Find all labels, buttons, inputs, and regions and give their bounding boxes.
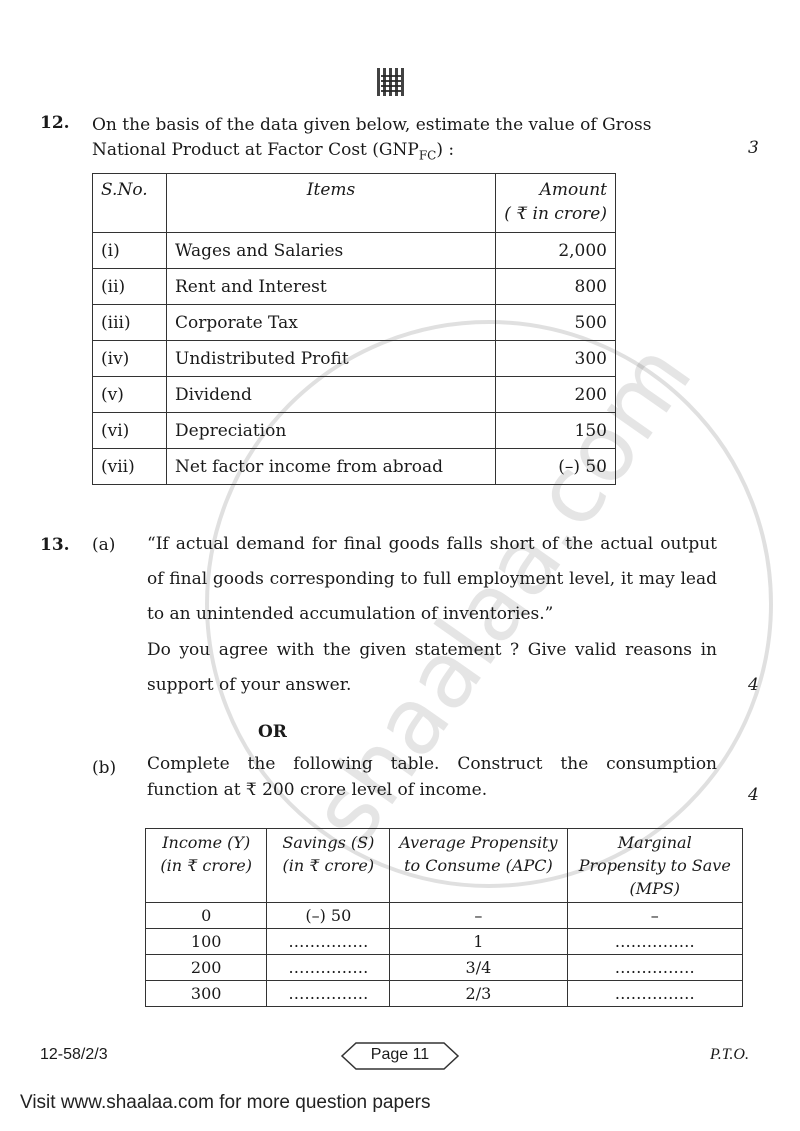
question-12-text: On the basis of the data given below, es… xyxy=(92,113,717,168)
cell-sno: (vi) xyxy=(92,412,167,449)
question-number: 13. xyxy=(40,535,70,555)
part-label: (a) xyxy=(92,535,116,555)
pto: P.T.O. xyxy=(710,1046,749,1063)
cell-item: Rent and Interest xyxy=(166,268,496,305)
cell-amount: 500 xyxy=(495,304,616,341)
table-cell: 0 xyxy=(144,902,268,929)
header-line: Income (Y) xyxy=(162,833,251,852)
table-row: (i) Wages and Salaries 2,000 xyxy=(92,232,616,269)
table-row: 100…………… 1…………… xyxy=(144,928,743,955)
table-cell: 3/4 xyxy=(389,954,568,981)
question-number: 12. xyxy=(40,113,70,133)
table-header: Marginal Propensity to Save (MPS) xyxy=(566,828,743,903)
table-cell: …………… xyxy=(266,980,391,1007)
gnp-data-table: S.No. Items Amount ( ₹ in crore) (i) Wages… xyxy=(92,173,616,485)
table-cell: (–) 50 xyxy=(266,902,391,929)
table-row: (iv) Undistributed Profit 300 xyxy=(92,340,616,377)
header-amount-unit: ( ₹ in crore) xyxy=(504,204,607,224)
marks: 4 xyxy=(748,785,759,805)
table-cell: 100 xyxy=(144,928,268,955)
table-cell: …………… xyxy=(566,928,743,955)
table-row: (vi) Depreciation 150 xyxy=(92,412,616,449)
cell-sno: (iii) xyxy=(92,304,167,341)
table-row: (ii) Rent and Interest 800 xyxy=(92,268,616,305)
table-cell: 1 xyxy=(389,928,568,955)
cell-amount: 300 xyxy=(495,340,616,377)
cell-sno: (i) xyxy=(92,232,167,269)
table-row: 200…………… 3/4…………… xyxy=(144,954,743,981)
header-line: Marginal xyxy=(617,833,692,852)
visit-link[interactable]: Visit www.shaalaa.com for more question … xyxy=(20,1092,431,1113)
subscript: FC xyxy=(418,148,437,163)
table-cell: – xyxy=(389,902,568,929)
cell-item: Corporate Tax xyxy=(166,304,496,341)
question-13a-quote: “If actual demand for final goods falls … xyxy=(147,534,717,624)
table-row: 300…………… 2/3…………… xyxy=(144,980,743,1007)
header-items: Items xyxy=(166,173,496,233)
part-label: (b) xyxy=(92,758,117,778)
cell-item: Net factor income from abroad xyxy=(166,448,496,485)
cell-amount: (–) 50 xyxy=(495,448,616,485)
page-number: Page 11 xyxy=(370,1046,430,1063)
page-badge-frame xyxy=(340,1042,460,1070)
cell-item: Wages and Salaries xyxy=(166,232,496,269)
paper-code: 12-58/2/3 xyxy=(40,1046,108,1063)
cell-sno: (vii) xyxy=(92,448,167,485)
table-cell: 200 xyxy=(144,954,268,981)
header-sno: S.No. xyxy=(92,173,167,233)
cell-amount: 200 xyxy=(495,376,616,413)
table-cell: …………… xyxy=(566,954,743,981)
header-line: (in ₹ crore) xyxy=(160,856,252,875)
header-line: Propensity to Save xyxy=(578,856,731,875)
cell-sno: (v) xyxy=(92,376,167,413)
cell-sno: (ii) xyxy=(92,268,167,305)
table-cell: – xyxy=(566,902,743,929)
table-row: (v) Dividend 200 xyxy=(92,376,616,413)
question-text-line: National Product at Factor Cost (GNPFC) … xyxy=(92,138,717,168)
cell-amount: 2,000 xyxy=(495,232,616,269)
qr-code-icon xyxy=(377,68,405,96)
question-13b-text: Complete the following table. Construct … xyxy=(147,754,717,800)
table-cell: …………… xyxy=(566,980,743,1007)
header-amount-label: Amount xyxy=(539,180,607,200)
cell-amount: 150 xyxy=(495,412,616,449)
consumption-table: Income (Y) (in ₹ crore) Savings (S) (in ₹ c… xyxy=(144,828,743,1007)
header-line: to Consume (APC) xyxy=(404,856,553,875)
table-cell: 300 xyxy=(144,980,268,1007)
cell-amount: 800 xyxy=(495,268,616,305)
table-cell: …………… xyxy=(266,928,391,955)
marks: 4 xyxy=(748,675,759,695)
text: National Product at Factor Cost (GNP xyxy=(92,140,419,160)
table-row: (iii) Corporate Tax 500 xyxy=(92,304,616,341)
table-cell: …………… xyxy=(266,954,391,981)
header-line: (MPS) xyxy=(629,879,681,898)
header-amount: Amount ( ₹ in crore) xyxy=(495,173,616,233)
header-line: (in ₹ crore) xyxy=(282,856,375,875)
header-line: Average Propensity xyxy=(399,833,558,852)
cell-item: Undistributed Profit xyxy=(166,340,496,377)
text: ) : xyxy=(436,140,455,160)
table-row: (vii) Net factor income from abroad (–) 50 xyxy=(92,448,616,485)
cell-item: Depreciation xyxy=(166,412,496,449)
table-row: 0 (–) 50– – xyxy=(144,902,743,929)
cell-sno: (iv) xyxy=(92,340,167,377)
cell-item: Dividend xyxy=(166,376,496,413)
question-text-line: On the basis of the data given below, es… xyxy=(92,115,652,135)
table-cell: 2/3 xyxy=(389,980,568,1007)
header-line: Savings (S) xyxy=(282,833,375,852)
marks: 3 xyxy=(748,138,759,158)
question-13a-text: Do you agree with the given statement ? … xyxy=(147,640,717,695)
table-header: Income (Y) (in ₹ crore) xyxy=(144,828,268,903)
table-header: Savings (S) (in ₹ crore) xyxy=(266,828,391,903)
or-separator: OR xyxy=(258,722,287,742)
table-header: Average Propensity to Consume (APC) xyxy=(389,828,568,903)
